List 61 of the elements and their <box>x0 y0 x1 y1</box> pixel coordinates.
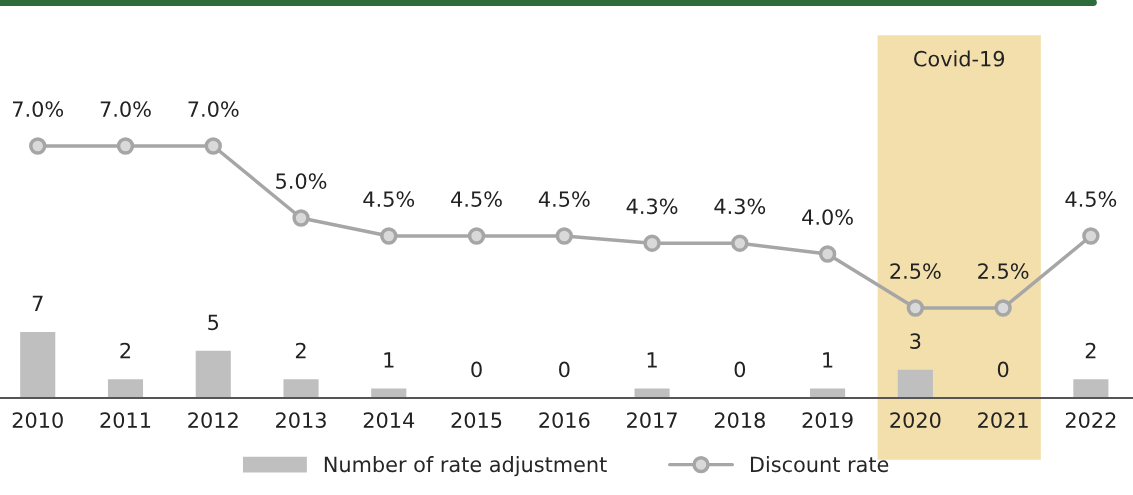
data-label: 4.3% <box>714 198 766 215</box>
point <box>643 234 661 252</box>
data-label: 7.0% <box>188 101 239 117</box>
data-label: 4.5% <box>363 191 415 207</box>
data-label: 0 <box>997 361 1009 378</box>
point <box>994 299 1012 317</box>
x-tick-label: 2022 <box>1065 412 1116 428</box>
bar <box>283 379 319 398</box>
point <box>467 227 486 245</box>
x-tick-label: 2017 <box>627 412 677 428</box>
bar <box>20 332 56 398</box>
data-label: 3 <box>910 333 921 349</box>
point <box>116 137 135 155</box>
point <box>1082 227 1100 245</box>
data-label: 5 <box>208 314 219 331</box>
bar <box>107 379 144 398</box>
data-label: 2.5% <box>890 263 941 279</box>
bar <box>1073 379 1109 398</box>
legend-label: Number of rate adjustment <box>324 456 607 477</box>
legend-label: Discount rate <box>750 456 889 473</box>
data-label: 1 <box>384 352 394 368</box>
point <box>731 234 749 252</box>
data-label: 2 <box>295 342 306 359</box>
point <box>29 137 47 155</box>
point <box>292 209 310 227</box>
data-label: 7.0% <box>12 101 64 117</box>
data-label: 4.5% <box>1065 191 1117 207</box>
x-tick-label: 2010 <box>12 412 63 428</box>
x-tick-label: 2015 <box>451 412 502 428</box>
x-tick-label: 2013 <box>276 412 326 428</box>
data-label: 4.3% <box>626 198 678 215</box>
point <box>906 299 925 317</box>
point <box>818 245 837 263</box>
data-label: 1 <box>823 352 833 368</box>
x-tick-label: 2012 <box>188 412 238 428</box>
data-label: 0 <box>471 361 482 378</box>
point <box>380 227 398 245</box>
bar <box>195 350 231 398</box>
point <box>204 137 222 155</box>
x-tick-label: 2014 <box>363 412 415 428</box>
data-label: 4.5% <box>538 191 590 207</box>
x-tick-label: 2020 <box>890 412 941 428</box>
point <box>555 227 573 245</box>
x-tick-label: 2019 <box>802 412 853 428</box>
data-label: 0 <box>559 361 570 378</box>
data-label: 5.0% <box>276 173 327 189</box>
data-label: 4.0% <box>802 209 853 225</box>
data-label: 4.5% <box>451 191 502 207</box>
band-label: Covid-19 <box>914 50 1005 67</box>
data-label: 2.5% <box>978 263 1029 279</box>
x-tick-label: 2011 <box>100 412 151 428</box>
data-label: 1 <box>647 352 657 368</box>
data-label: 2 <box>1085 342 1096 359</box>
x-tick-label: 2016 <box>539 412 590 428</box>
data-label: 2 <box>120 342 131 359</box>
x-tick-label: 2018 <box>714 412 765 428</box>
bar <box>897 369 933 398</box>
data-label: 7.0% <box>100 101 151 117</box>
data-label: 7 <box>32 295 43 312</box>
data-label: 0 <box>734 361 746 378</box>
x-tick-label: 2021 <box>978 412 1028 428</box>
